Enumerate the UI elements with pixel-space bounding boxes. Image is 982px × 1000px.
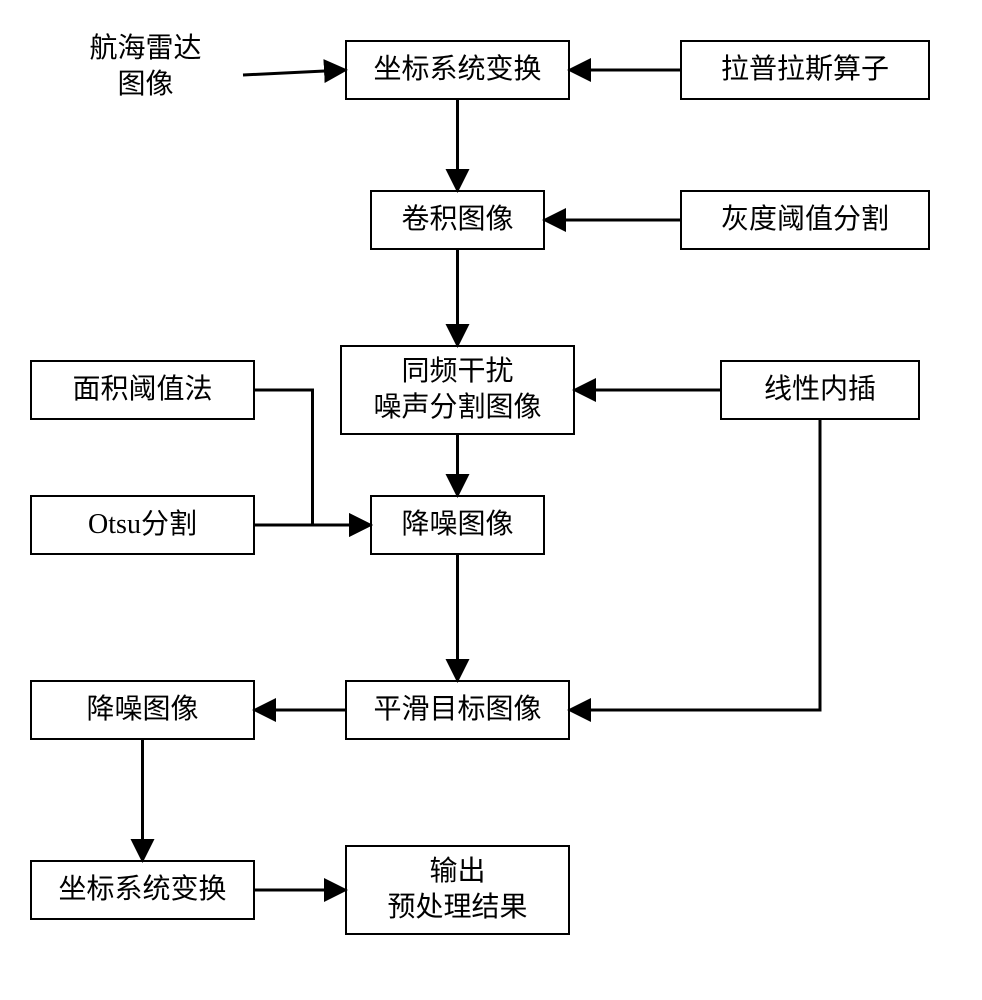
node-label: 坐标系统变换 [373,52,541,88]
node-denoise1: 降噪图像 [370,495,545,555]
node-label: 输出 预处理结果 [387,854,527,927]
node-gray-threshold: 灰度阈值分割 [680,190,930,250]
node-label: 平滑目标图像 [373,692,541,728]
node-area-threshold: 面积阈值法 [30,360,255,420]
node-label: 面积阈值法 [72,372,212,408]
node-denoise2: 降噪图像 [30,680,255,740]
node-cochannel: 同频干扰 噪声分割图像 [340,345,575,435]
node-label: 灰度阈值分割 [721,202,889,238]
node-label: 降噪图像 [86,692,198,728]
node-label: Otsu分割 [88,507,197,543]
node-coord-transform1: 坐标系统变换 [345,40,570,100]
node-otsu: Otsu分割 [30,495,255,555]
node-laplacian: 拉普拉斯算子 [680,40,930,100]
node-label: 航海雷达 图像 [89,31,201,104]
node-radar-image: 航海雷达 图像 [48,30,243,120]
node-smooth-target: 平滑目标图像 [345,680,570,740]
node-label: 卷积图像 [401,202,513,238]
node-linear-interp: 线性内插 [720,360,920,420]
node-label: 拉普拉斯算子 [721,52,889,88]
node-label: 坐标系统变换 [58,872,226,908]
node-coord-transform2: 坐标系统变换 [30,860,255,920]
node-output: 输出 预处理结果 [345,845,570,935]
node-label: 线性内插 [764,372,876,408]
node-conv-image: 卷积图像 [370,190,545,250]
node-label: 同频干扰 噪声分割图像 [373,354,541,427]
node-label: 降噪图像 [401,507,513,543]
